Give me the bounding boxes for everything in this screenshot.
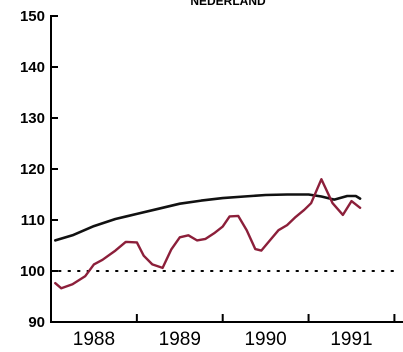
x-tick-label-1991: 1991	[330, 329, 372, 350]
y-tick-label-150: 150	[20, 8, 45, 25]
y-tick-label-110: 110	[21, 212, 45, 229]
y-tick-label-120: 120	[20, 161, 45, 178]
y-tick-label-140: 140	[20, 59, 45, 76]
series-line-2	[54, 177, 362, 290]
plot-area: 150 140 130 120 110 100 90 1988 1989 1990 1991	[20, 8, 403, 350]
y-tick-label-130: 130	[20, 110, 45, 127]
y-tick-label-90: 90	[28, 314, 45, 331]
series-line-1	[53, 193, 362, 242]
x-tick-label-1990: 1990	[244, 329, 286, 350]
x-tick-label-1988: 1988	[73, 329, 115, 350]
x-tick-label-1989: 1989	[159, 329, 201, 350]
chart-title: NEDERLAND	[190, 0, 266, 8]
y-tick-label-100: 100	[20, 263, 45, 280]
